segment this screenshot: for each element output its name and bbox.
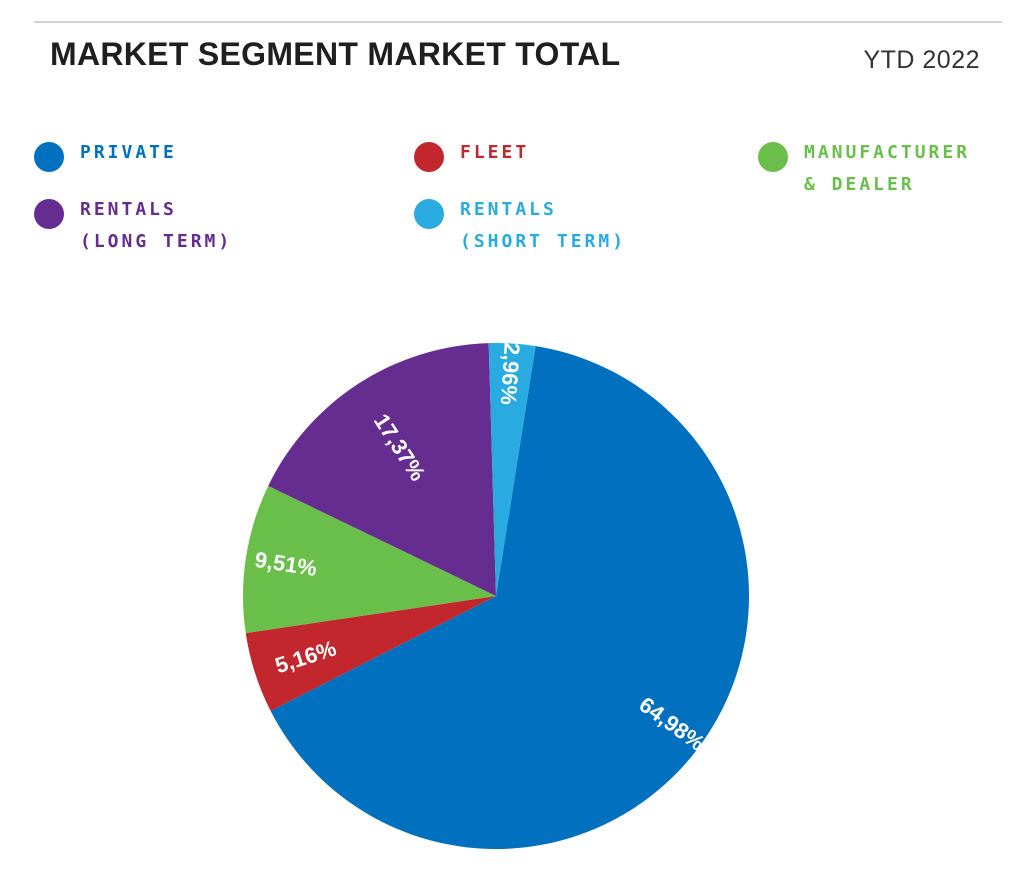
pie-slice-rentals-short-term xyxy=(488,343,536,596)
legend-label-rentals-short-term: RENTALS (SHORT TERM) xyxy=(460,199,627,252)
pie-slice-manufacturer-dealer xyxy=(243,485,496,634)
legend-label-fleet: FLEET xyxy=(460,142,530,163)
top-divider xyxy=(34,21,1002,23)
pie-slice-rentals-long-term xyxy=(268,343,496,596)
legend-item-rentals-long-term: RENTALS (LONG TERM) xyxy=(34,199,232,258)
legend-swatch-private xyxy=(34,142,64,172)
chart-title: MARKET SEGMENT MARKET TOTAL xyxy=(50,36,621,72)
legend-item-rentals-short-term: RENTALS (SHORT TERM) xyxy=(414,199,626,258)
legend-label-manufacturer-dealer: MANUFACTURER & DEALER xyxy=(804,142,971,195)
legend-item-private: PRIVATE xyxy=(34,142,177,172)
legend-item-manufacturer-dealer: MANUFACTURER & DEALER xyxy=(758,142,970,201)
period-label: YTD 2022 xyxy=(863,46,980,74)
legend-swatch-manufacturer-dealer xyxy=(758,142,788,172)
legend-label-rentals-long-term: RENTALS (LONG TERM) xyxy=(80,199,233,252)
legend-swatch-rentals-long-term xyxy=(34,199,64,229)
legend-swatch-fleet xyxy=(414,142,444,172)
legend-label-private: PRIVATE xyxy=(80,142,177,163)
slice-label-rentals-short-term: 2,96% xyxy=(496,342,525,406)
pie-slice-fleet xyxy=(245,596,496,711)
legend-item-fleet: FLEET xyxy=(414,142,529,172)
legend-swatch-rentals-short-term xyxy=(414,199,444,229)
pie-slice-private xyxy=(270,346,750,850)
